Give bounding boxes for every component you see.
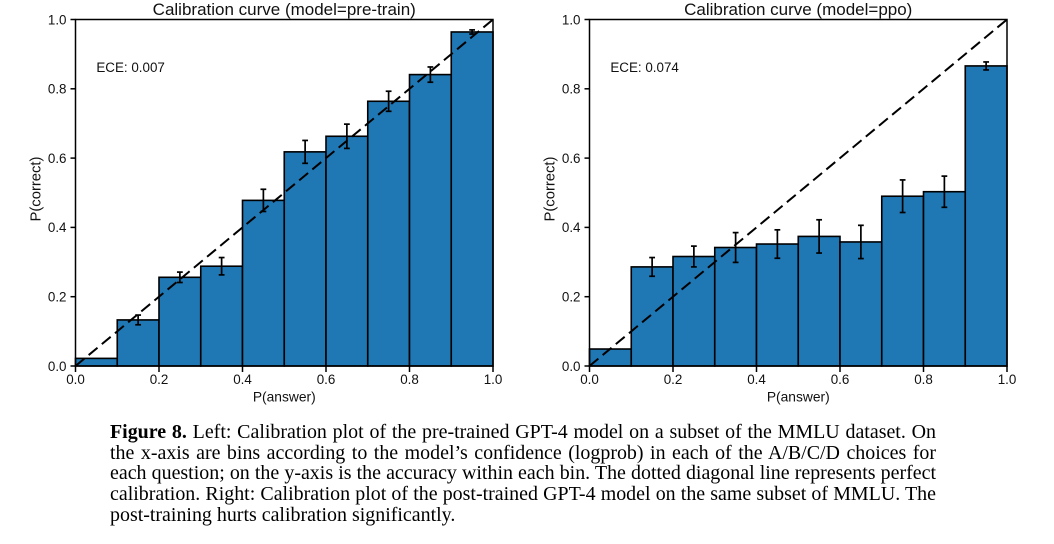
svg-text:0.2: 0.2 [562,290,581,305]
svg-text:1.0: 1.0 [562,12,581,27]
svg-text:P(answer): P(answer) [253,390,316,405]
svg-text:0.2: 0.2 [48,290,67,305]
svg-text:0.8: 0.8 [48,82,67,97]
svg-text:P(answer): P(answer) [767,390,830,405]
svg-text:0.6: 0.6 [831,372,850,387]
svg-text:Calibration curve (model=pre-t: Calibration curve (model=pre-train) [153,0,416,19]
svg-text:1.0: 1.0 [998,372,1017,387]
svg-text:0.2: 0.2 [150,372,169,387]
svg-text:0.6: 0.6 [48,151,67,166]
svg-text:1.0: 1.0 [48,12,67,27]
svg-text:0.4: 0.4 [747,372,766,387]
svg-text:0.0: 0.0 [66,372,85,387]
svg-text:P(correct): P(correct) [543,156,559,221]
svg-text:1.0: 1.0 [484,372,503,387]
svg-text:P(correct): P(correct) [29,156,45,221]
svg-text:0.0: 0.0 [562,359,581,374]
svg-text:0.4: 0.4 [48,220,67,235]
svg-text:0.6: 0.6 [317,372,336,387]
svg-text:0.8: 0.8 [400,372,419,387]
svg-text:Calibration curve (model=ppo): Calibration curve (model=ppo) [684,0,912,19]
svg-text:ECE: 0.074: ECE: 0.074 [610,60,679,75]
svg-text:0.4: 0.4 [562,220,581,235]
svg-text:0.4: 0.4 [233,372,252,387]
svg-text:0.6: 0.6 [562,151,581,166]
svg-text:0.2: 0.2 [664,372,683,387]
svg-text:0.0: 0.0 [580,372,599,387]
svg-text:0.8: 0.8 [562,82,581,97]
svg-text:0.0: 0.0 [48,359,67,374]
svg-text:ECE: 0.007: ECE: 0.007 [96,60,164,75]
svg-text:0.8: 0.8 [914,372,933,387]
